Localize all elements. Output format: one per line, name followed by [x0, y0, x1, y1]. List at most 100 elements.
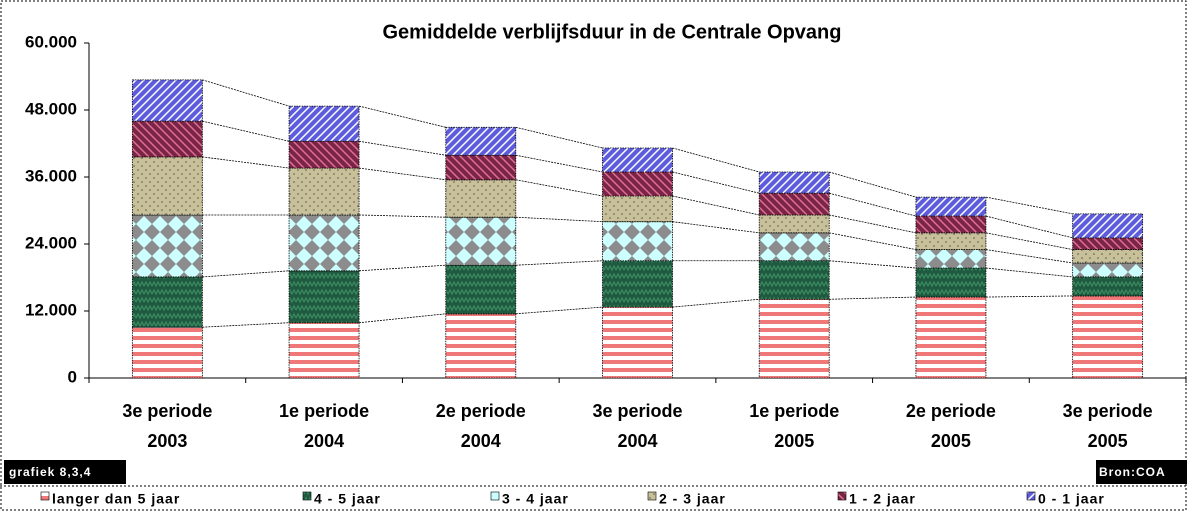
bar-segment: [445, 264, 517, 315]
y-tick-label: 0: [68, 367, 77, 386]
bar-segment: [288, 270, 360, 324]
y-tick-label: 24.000: [25, 233, 77, 252]
series-connector: [829, 214, 917, 234]
bar-segment: [758, 214, 830, 234]
legend-swatch: [647, 491, 657, 501]
series-connector: [202, 79, 290, 107]
x-tick-label: 2e periode 2005: [906, 401, 996, 451]
series-connector: [202, 156, 290, 169]
bar-segment: [915, 267, 987, 298]
series-connector: [985, 232, 1073, 250]
bar-segment: [288, 322, 360, 379]
x-tick-line: 1e periode: [279, 401, 369, 421]
bar-segment: [602, 260, 673, 308]
x-tick-line: 3e periode: [122, 401, 212, 421]
series-connector: [515, 306, 603, 315]
x-tick-label: 3e periode 2004: [592, 401, 682, 451]
series-connector: [985, 267, 1073, 278]
legend-label: 2 - 3 jaar: [659, 491, 726, 507]
bar-segment: [602, 147, 673, 173]
source-box: [1096, 460, 1187, 484]
bar-segment: [1072, 262, 1144, 278]
y-tick-label: 60.000: [25, 32, 77, 51]
series-connector: [515, 154, 603, 173]
x-tick-line: 2e periode: [906, 401, 996, 421]
series-connector: [515, 260, 603, 266]
bar-segment: [915, 215, 987, 234]
bar-segment: [288, 140, 360, 169]
series-connector: [829, 232, 917, 250]
bar-segment: [915, 249, 987, 269]
bar-segment: [131, 79, 203, 122]
x-tick-line: 3e periode: [592, 401, 682, 421]
y-tick-label: 48.000: [25, 99, 77, 118]
legend-label: 0 - 1 jaar: [1038, 491, 1105, 507]
x-tick-label: 2e periode 2004: [436, 401, 526, 451]
legend-label: 1 - 2 jaar: [849, 491, 916, 507]
series-connector: [672, 195, 760, 216]
bar-segment: [445, 179, 517, 218]
bar-segment: [288, 167, 360, 216]
series-connector: [515, 179, 603, 197]
y-tick-label: 36.000: [25, 166, 77, 185]
bar-segment: [758, 298, 830, 379]
series-connector: [202, 270, 290, 278]
x-tick-line: 2004: [461, 431, 501, 451]
bar-segment: [758, 192, 830, 216]
bar-segment: [915, 296, 987, 379]
x-tick-label: 1e periode 2005: [749, 401, 839, 451]
bar-segment: [758, 260, 830, 300]
bar-segment: [758, 171, 830, 194]
bar-segment: [758, 232, 830, 262]
series-connector: [672, 221, 760, 234]
bar-segment: [131, 276, 203, 328]
series-connector: [985, 196, 1073, 215]
source: Bron:COA: [1099, 465, 1166, 479]
caption: grafiek 8,3,4: [9, 465, 91, 479]
caption-box: [4, 460, 126, 484]
series-connector: [515, 216, 603, 223]
x-tick-label: 1e periode 2004: [279, 401, 369, 451]
y-tick-label: 12.000: [25, 300, 77, 319]
bar-segment: [288, 105, 360, 142]
bar-segment: [445, 313, 517, 379]
series-connector: [359, 264, 446, 272]
series-connector: [202, 322, 290, 328]
x-tick-label: 3e periode 2005: [1063, 401, 1153, 451]
series-connector: [359, 167, 446, 181]
series-connector: [829, 171, 917, 198]
bar-segment: [602, 306, 673, 379]
series-connector: [985, 295, 1073, 298]
x-tick-line: 2004: [304, 431, 344, 451]
bar-segment: [131, 120, 203, 158]
bar-segment: [1072, 249, 1144, 264]
bar-segment: [915, 196, 987, 217]
series-connector: [359, 214, 446, 218]
legend-swatch: [490, 491, 500, 501]
x-tick-line: 2005: [774, 431, 814, 451]
legend-swatch: [40, 491, 50, 501]
bar-segment: [131, 156, 203, 216]
x-tick-line: 2005: [1088, 431, 1128, 451]
bar-segment: [445, 216, 517, 266]
legend-swatch: [837, 491, 847, 501]
bar-segment: [602, 195, 673, 223]
bar-segment: [445, 154, 517, 181]
x-tick-line: 2e periode: [436, 401, 526, 421]
bar-segment: [915, 232, 987, 250]
x-tick-line: 3e periode: [1063, 401, 1153, 421]
series-connector: [829, 296, 916, 300]
series-connector: [672, 298, 760, 308]
legend-swatch: [1026, 491, 1036, 501]
series-connector: [359, 140, 446, 156]
legend-label: 3 - 4 jaar: [502, 491, 569, 507]
bar-segment: [1072, 295, 1144, 379]
bar-segment: [602, 171, 673, 197]
series-connector: [359, 313, 446, 324]
series-connector: [829, 260, 916, 269]
legend-label: 4 - 5 jaar: [314, 491, 381, 507]
bar-segment: [602, 221, 673, 262]
series-connector: [985, 249, 1073, 264]
legend-label: langer dan 5 jaar: [52, 491, 180, 507]
legend-swatch: [302, 491, 312, 501]
